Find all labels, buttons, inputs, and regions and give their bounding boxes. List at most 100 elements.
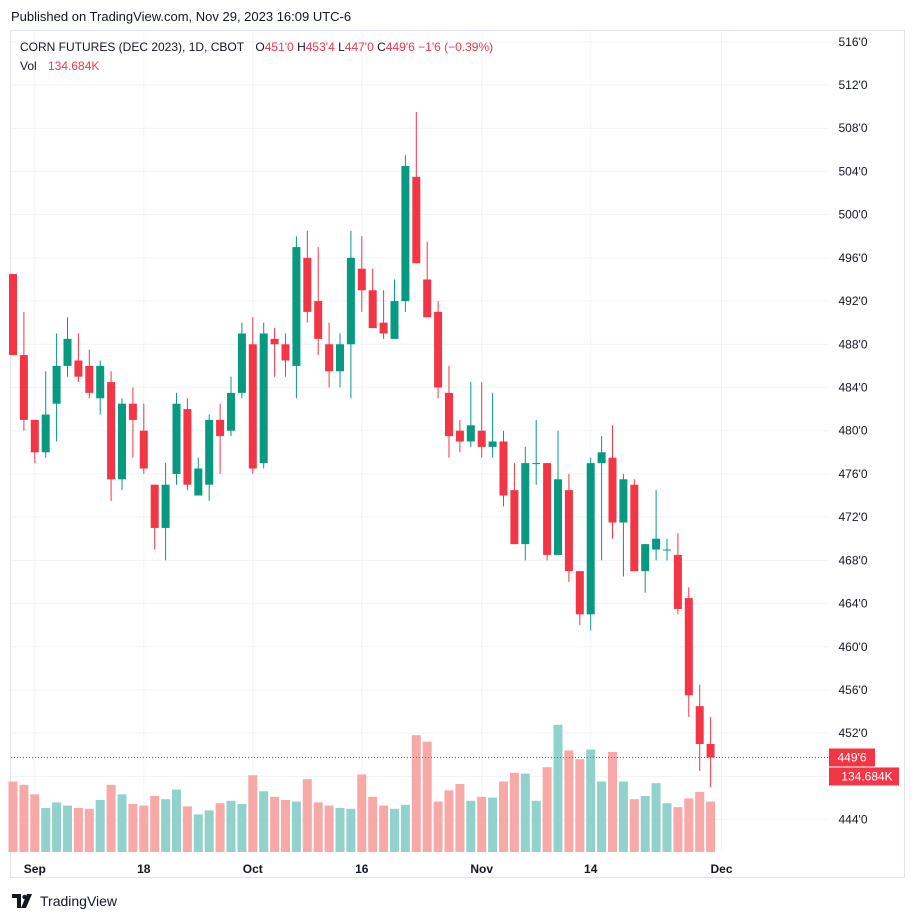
legend-high-value: 453'4 [305,40,335,54]
candle-body [630,484,639,572]
volume-bar [608,752,617,852]
legend-volume-value: 134.684K [48,59,100,73]
candle-body [706,743,715,758]
volume-bar [411,735,421,852]
volume-bar [444,790,454,852]
chart-frame[interactable] [10,30,905,878]
candle-body [357,268,366,291]
volume-bar [128,804,138,852]
candle-body [379,322,388,334]
volume-bar [695,792,705,852]
candle-body [412,176,421,264]
chart-legend: CORN FUTURES (DEC 2023), 1D, CBOT O451'0… [20,38,493,76]
candle-body [608,457,617,523]
candle-body [532,463,541,465]
candle-body [477,430,486,447]
y-tick-label: 504'0 [839,164,868,178]
volume-bar [553,724,563,852]
last-price-label-bg [829,748,875,767]
volume-bar [640,796,650,852]
candle-body [466,425,475,442]
volume-bar [542,767,552,852]
candle-body [270,338,279,345]
volume-bar [281,800,290,852]
volume-bar [215,803,225,852]
x-tick-label: 18 [137,862,151,876]
last-price-label: 449'6 [829,748,875,767]
volume-bar [379,805,389,852]
legend-symbol[interactable]: CORN FUTURES (DEC 2023), 1D, CBOT [20,40,245,54]
volume-bar [302,779,312,852]
candle-body [183,409,192,485]
candle-body [673,554,682,609]
candle-body [597,452,606,464]
tradingview-footer[interactable]: TradingView [12,893,117,909]
legend-close-value: 449'6 [385,40,415,54]
legend-volume-label[interactable]: Vol [20,59,37,73]
candle-body [455,430,464,442]
volume-bar [63,805,72,852]
candle-body [216,419,225,437]
candle-body [128,403,137,420]
volume-bar [531,800,541,852]
volume-bar [357,774,367,852]
candle-body [510,490,519,545]
volume-bar [150,796,160,852]
volume-bar [313,802,323,852]
candle-body [314,301,323,339]
y-tick-label: 476'0 [839,467,868,481]
tradingview-brand: TradingView [40,893,118,909]
candle-body [586,463,595,615]
candle-body [63,338,72,366]
y-tick-label: 452'0 [839,726,868,740]
volume-bar [182,806,192,852]
last-volume-label-bg [829,767,899,786]
volume-bar [586,749,596,852]
candle-body [9,274,17,356]
y-tick-label: 508'0 [839,121,868,135]
last-price-label-text: 449'6 [838,750,867,764]
volume-bar [466,800,476,852]
volume-bar [226,800,236,852]
y-tick-label: 464'0 [839,597,868,611]
x-tick-label: Oct [243,862,263,876]
candle-body [434,311,443,388]
candle-body [139,430,148,469]
y-tick-label: 492'0 [839,294,868,308]
volume-bar [509,772,519,852]
candle-body [499,441,508,496]
volume-bar [455,784,465,852]
candle-body [575,571,584,615]
y-tick-label: 472'0 [839,510,868,524]
volume-bar [629,799,639,852]
legend-ohlc-row: CORN FUTURES (DEC 2023), 1D, CBOT O451'0… [20,38,493,57]
tradingview-logo-icon [12,894,32,908]
candle-body [543,463,552,555]
volume-bar [19,784,29,852]
volume-bar [291,801,301,852]
candle-body [237,333,246,393]
volume-bar [324,805,334,852]
volume-bar [172,789,181,852]
candle-body [74,360,83,377]
volume-bar [390,808,399,852]
candle-body [30,419,39,453]
volume-bar [499,781,508,852]
volume-bar [106,784,116,852]
volume-bar [422,741,432,852]
candle-body [161,484,170,528]
y-tick-label: 444'0 [839,813,868,827]
volume-bar [651,783,661,852]
legend-change: −1'6 (−0.39%) [418,40,494,54]
volume-bar [433,801,443,852]
grid-lines [11,31,829,852]
volume-bar [117,794,127,852]
candle-body [423,279,432,318]
candle-body [172,403,181,474]
candle-body [85,365,94,393]
volume-bar [564,750,574,852]
volume-bar [597,781,607,852]
volume-bar [95,800,105,852]
candle-body [19,355,28,420]
